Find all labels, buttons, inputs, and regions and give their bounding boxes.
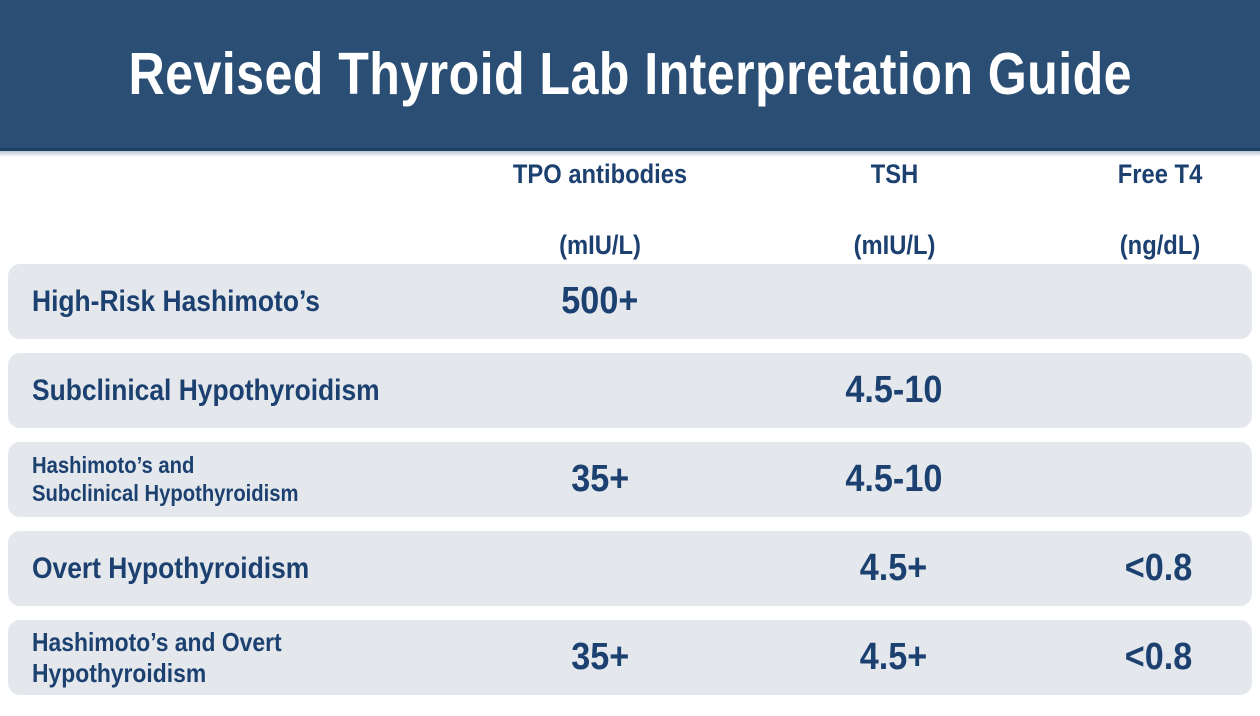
t4-value: <0.8 bbox=[1124, 636, 1193, 678]
tsh-value bbox=[768, 280, 1020, 323]
table-body: High-Risk Hashimoto’s 500+ Subclinical H… bbox=[0, 264, 1260, 695]
condition-label: Subclinical Hypothyroidism bbox=[32, 373, 380, 407]
condition-label: High-Risk Hashimoto’s bbox=[32, 284, 320, 318]
column-header-row: TPO antibodies (mIU/L) TSH (mIU/L) Free … bbox=[0, 157, 1260, 264]
col-header-tpo: TPO antibodies (mIU/L) bbox=[432, 157, 768, 264]
condition-label: Hashimoto’s and Subclinical Hypothyroidi… bbox=[32, 452, 299, 506]
tpo-value bbox=[432, 547, 768, 590]
table-row-overt-hypothyroidism: Overt Hypothyroidism 4.5+ <0.8 bbox=[8, 531, 1252, 606]
tsh-value: 4.5-10 bbox=[845, 369, 943, 411]
tpo-value bbox=[432, 369, 768, 412]
tpo-value: 35+ bbox=[570, 458, 630, 500]
t4-value bbox=[1020, 369, 1252, 412]
banner-divider bbox=[0, 151, 1260, 157]
condition-label: Overt Hypothyroidism bbox=[32, 551, 310, 585]
tsh-value: 4.5+ bbox=[860, 547, 928, 589]
t4-value: <0.8 bbox=[1124, 547, 1193, 589]
title-banner: Revised Thyroid Lab Interpretation Guide bbox=[0, 0, 1260, 151]
table-row-high-risk-hashimotos: High-Risk Hashimoto’s 500+ bbox=[8, 264, 1252, 339]
tpo-value: 35+ bbox=[570, 636, 630, 678]
table-row-hashimotos-subclinical: Hashimoto’s and Subclinical Hypothyroidi… bbox=[8, 442, 1252, 517]
tsh-value: 4.5+ bbox=[860, 636, 928, 678]
tpo-value: 500+ bbox=[561, 280, 639, 322]
col-header-tsh: TSH (mIU/L) bbox=[768, 157, 1020, 264]
col-header-tpo-unit: (mIU/L) bbox=[559, 230, 641, 261]
col-header-tsh-name: TSH bbox=[870, 159, 918, 190]
col-header-t4-name: Free T4 bbox=[1117, 159, 1203, 190]
tsh-value: 4.5-10 bbox=[845, 458, 943, 500]
col-header-tsh-unit: (mIU/L) bbox=[853, 230, 935, 261]
page-title: Revised Thyroid Lab Interpretation Guide bbox=[128, 41, 1132, 107]
col-header-t4-unit: (ng/dL) bbox=[1119, 230, 1201, 261]
col-header-t4: Free T4 (ng/dL) bbox=[1020, 157, 1260, 264]
col-header-tpo-name: TPO antibodies bbox=[512, 159, 688, 190]
t4-value bbox=[1020, 458, 1252, 501]
t4-value bbox=[1020, 280, 1252, 323]
table-row-hashimotos-overt: Hashimoto’s and Overt Hypothyroidism 35+… bbox=[8, 620, 1252, 695]
table-row-subclinical-hypothyroidism: Subclinical Hypothyroidism 4.5-10 bbox=[8, 353, 1252, 428]
condition-label: Hashimoto’s and Overt Hypothyroidism bbox=[32, 626, 282, 688]
